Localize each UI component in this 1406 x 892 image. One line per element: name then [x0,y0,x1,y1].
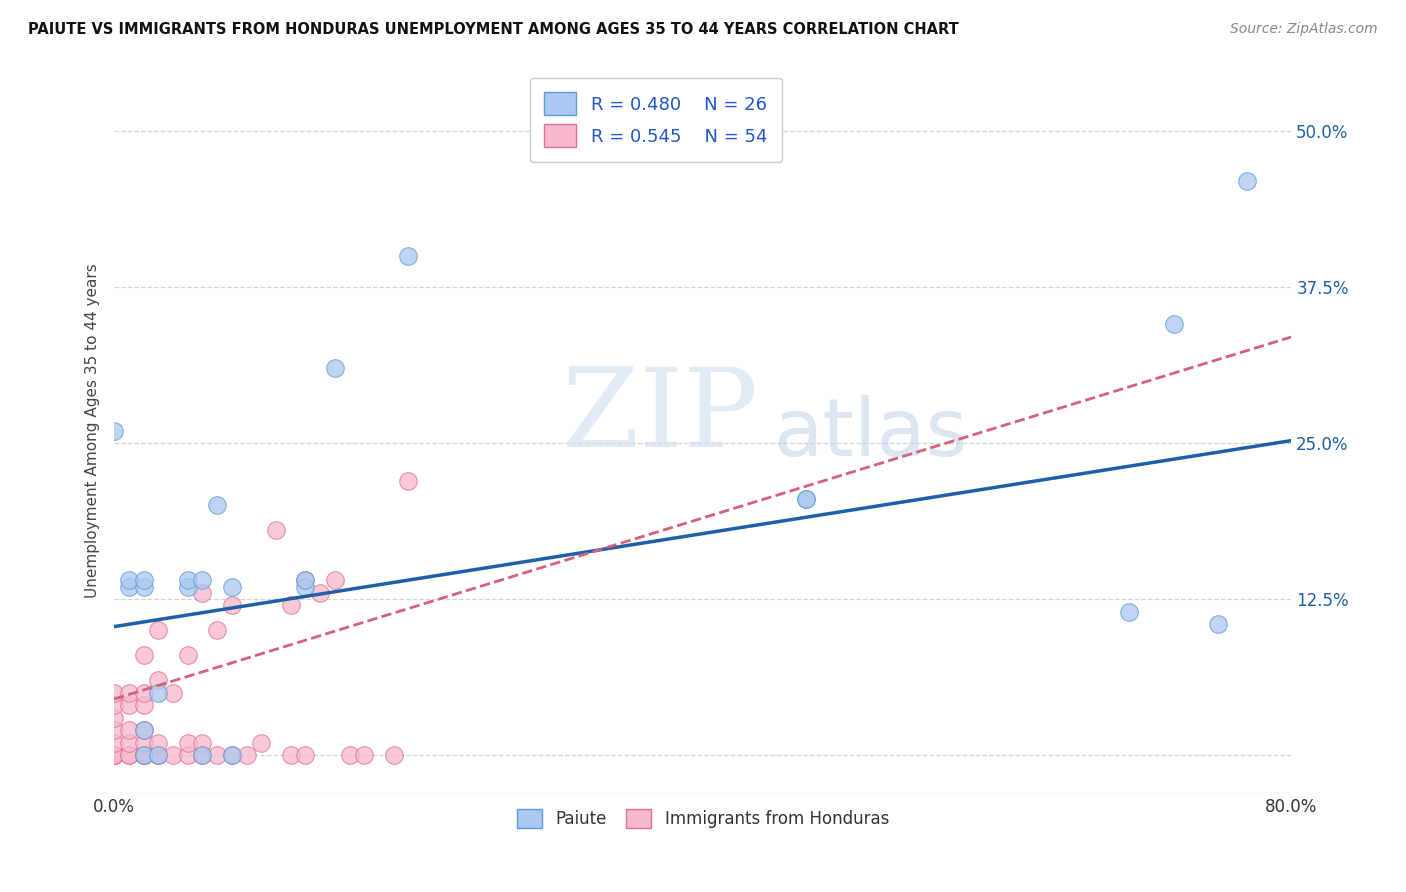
Point [132,723,155,738]
Point [309,586,332,600]
Point [221,580,243,594]
Point [398,249,420,263]
Point [177,648,200,663]
Point [177,736,200,750]
Point [1118,605,1140,619]
Point [177,574,200,588]
Y-axis label: Unemployment Among Ages 35 to 44 years: Unemployment Among Ages 35 to 44 years [86,263,100,598]
Point [398,474,420,488]
Point [794,492,817,507]
Point [353,748,375,763]
Point [191,574,214,588]
Point [280,748,302,763]
Point [118,736,141,750]
Point [191,748,214,763]
Point [118,723,141,738]
Point [294,748,316,763]
Point [148,736,170,750]
Point [132,748,155,763]
Point [323,361,346,376]
Point [148,748,170,763]
Point [294,580,316,594]
Point [132,648,155,663]
Point [148,686,170,700]
Point [205,499,228,513]
Point [118,748,141,763]
Point [103,686,125,700]
Point [103,748,125,763]
Point [148,673,170,688]
Point [205,624,228,638]
Point [264,524,287,538]
Point [103,748,125,763]
Point [221,599,243,613]
Point [221,748,243,763]
Point [132,748,155,763]
Point [103,424,125,438]
Point [148,748,170,763]
Point [118,698,141,713]
Point [118,748,141,763]
Point [118,574,141,588]
Point [162,686,184,700]
Text: PAIUTE VS IMMIGRANTS FROM HONDURAS UNEMPLOYMENT AMONG AGES 35 TO 44 YEARS CORREL: PAIUTE VS IMMIGRANTS FROM HONDURAS UNEMP… [28,22,959,37]
Point [132,723,155,738]
Point [103,748,125,763]
Point [177,580,200,594]
Point [162,748,184,763]
Point [132,580,155,594]
Point [323,574,346,588]
Point [103,748,125,763]
Point [118,686,141,700]
Point [118,580,141,594]
Point [1206,617,1229,632]
Point [235,748,257,763]
Text: atlas: atlas [773,395,967,474]
Point [794,492,817,507]
Point [148,748,170,763]
Point [205,748,228,763]
Point [132,748,155,763]
Point [103,698,125,713]
Text: ZIP: ZIP [561,363,758,469]
Point [1236,174,1258,188]
Point [250,736,273,750]
Point [221,748,243,763]
Point [280,599,302,613]
Point [191,736,214,750]
Point [132,736,155,750]
Point [148,624,170,638]
Legend: Paiute, Immigrants from Honduras: Paiute, Immigrants from Honduras [510,803,896,835]
Point [294,574,316,588]
Point [382,748,405,763]
Point [103,736,125,750]
Point [191,748,214,763]
Point [132,686,155,700]
Point [1163,318,1185,332]
Point [103,723,125,738]
Point [177,748,200,763]
Text: Source: ZipAtlas.com: Source: ZipAtlas.com [1230,22,1378,37]
Point [103,711,125,725]
Point [103,748,125,763]
Point [132,748,155,763]
Point [191,586,214,600]
Point [132,574,155,588]
Point [132,698,155,713]
Point [339,748,361,763]
Point [294,574,316,588]
